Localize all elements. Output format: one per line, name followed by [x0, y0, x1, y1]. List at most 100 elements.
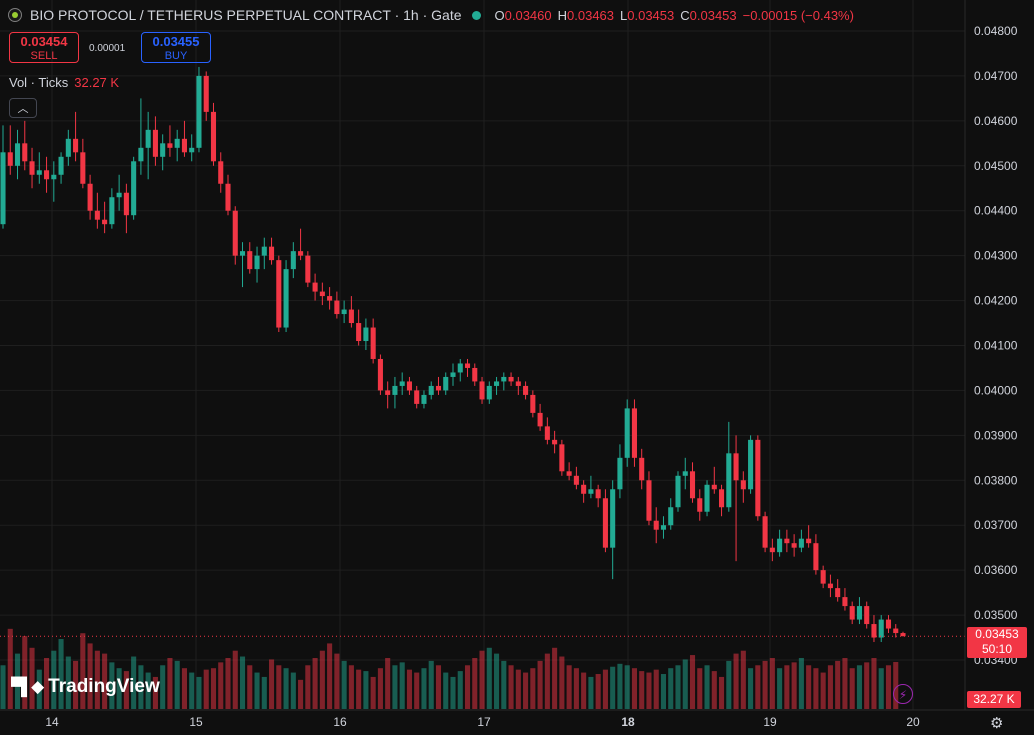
candle-body: [428, 385, 434, 395]
candle-body: [377, 358, 383, 391]
sell-label: SELL: [30, 50, 58, 62]
volume-legend[interactable]: Vol · Ticks 32.27 K: [9, 75, 119, 90]
candle-body: [784, 538, 790, 544]
time-axis[interactable]: 14 15 16 17 18 19 20: [45, 715, 920, 729]
volume-bar: [65, 656, 71, 709]
candle-body: [363, 327, 369, 342]
symbol-legend: BIO PROTOCOL / TETHERUS PERPETUAL CONTRA…: [8, 7, 854, 23]
candle-body: [660, 525, 667, 530]
volume-bar: [849, 668, 855, 709]
lightning-icon[interactable]: ⚡: [893, 684, 913, 704]
volume-bar: [624, 665, 630, 709]
candle-body: [94, 210, 100, 220]
volume-bar: [334, 653, 340, 709]
candle-body: [631, 408, 637, 458]
candle-body: [421, 394, 427, 404]
candle-body: [73, 138, 79, 153]
time-tick-label: 14: [45, 715, 59, 729]
volume-bar: [791, 662, 797, 709]
sell-button[interactable]: 0.03454 SELL: [9, 32, 79, 63]
spread-value: 0.00001: [89, 43, 126, 54]
candle-body: [653, 520, 659, 530]
volume-bar: [29, 647, 35, 709]
volume-bar: [450, 676, 456, 709]
volume-bar: [457, 671, 463, 709]
price-tick-label: 0.04400: [974, 204, 1018, 218]
candle-body: [552, 439, 558, 445]
candle-body: [145, 129, 151, 148]
candle-body: [486, 385, 492, 400]
candle-body: [835, 588, 841, 598]
volume-bar: [704, 665, 710, 709]
volume-bar: [523, 672, 529, 709]
volume-bar: [406, 669, 412, 709]
volume-bar: [755, 665, 761, 709]
candle-body: [22, 143, 28, 162]
volume-bar: [109, 662, 115, 709]
candle-body: [508, 376, 514, 382]
price-axis[interactable]: 0.04800 0.04700 0.04600 0.04500 0.04400 0.043…: [974, 24, 1018, 667]
collapse-legend-button[interactable]: ︿: [9, 98, 37, 118]
volume-bar: [123, 671, 129, 709]
candle-body: [319, 291, 325, 297]
volume-bar: [769, 657, 775, 709]
volume-bar: [247, 665, 253, 709]
volume-bar: [885, 665, 892, 709]
candle-body: [501, 376, 507, 382]
candle-body: [733, 453, 739, 481]
candle-body: [827, 583, 833, 589]
volume-bar: [363, 671, 369, 709]
candle-body: [210, 111, 217, 162]
volume-bar: [138, 665, 144, 709]
candle-body: [704, 484, 710, 512]
volume-bar: [392, 665, 398, 709]
volume-bar: [414, 672, 420, 709]
time-tick-label: 15: [189, 715, 203, 729]
volume-bar: [559, 656, 565, 709]
buy-button[interactable]: 0.03455 BUY: [141, 32, 211, 63]
gear-icon[interactable]: ⚙: [990, 715, 1004, 732]
candle-body: [893, 628, 899, 634]
candle-body: [298, 251, 304, 256]
candle-body: [544, 426, 550, 440]
candle-body: [160, 143, 166, 157]
candle-body: [675, 475, 681, 508]
candle-body: [131, 161, 137, 216]
candle-body: [269, 246, 275, 261]
candle-body: [239, 251, 246, 256]
candle-body: [450, 372, 456, 377]
price-tick-label: 0.04600: [974, 114, 1018, 128]
volume-bar: [595, 674, 601, 709]
candle-body: [65, 138, 71, 157]
volume-bar: [588, 676, 594, 709]
candle-body: [719, 489, 725, 508]
volume-bar: [203, 669, 209, 709]
volume-bar: [501, 660, 507, 709]
candle-body: [639, 457, 645, 481]
candle-body: [494, 381, 500, 386]
candle-body: [762, 516, 768, 548]
tradingview-watermark[interactable]: ▀▌◆ TradingView: [11, 676, 160, 698]
volume-bar: [399, 662, 405, 709]
candle-body: [138, 147, 144, 162]
candle-body: [254, 255, 260, 270]
symbol-title[interactable]: BIO PROTOCOL / TETHERUS PERPETUAL CONTRA…: [30, 7, 462, 23]
candle-body: [530, 394, 536, 413]
volume-legend-value: 32.27 K: [74, 75, 120, 90]
candle-body: [871, 624, 877, 638]
candle-body: [668, 507, 674, 526]
candle-body: [51, 174, 57, 180]
candle-body: [283, 269, 289, 328]
volume-bar: [827, 665, 833, 709]
volume-bar: [232, 650, 238, 709]
candle-body: [414, 390, 420, 404]
volume-bar: [377, 668, 383, 709]
volume-bar: [283, 668, 289, 709]
low-key: L: [620, 7, 628, 23]
low-value: 0.03453: [627, 7, 675, 23]
candle-body: [406, 381, 412, 391]
candle-body: [755, 439, 761, 517]
volume-bar: [7, 628, 13, 709]
volume-bar: [464, 665, 471, 709]
